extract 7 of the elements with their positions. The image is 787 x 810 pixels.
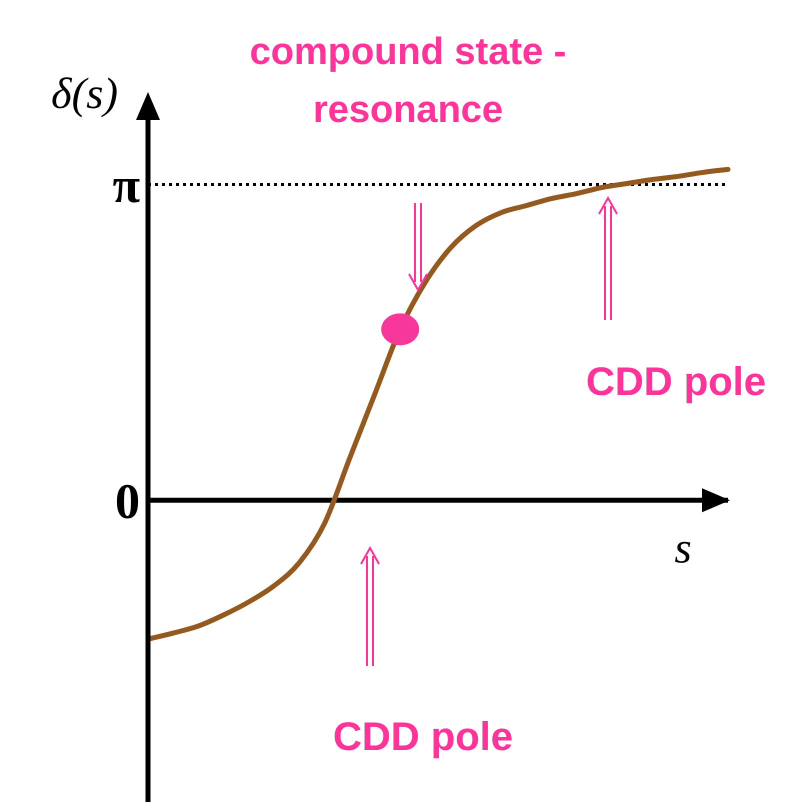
annotation: CDD pole (332, 714, 514, 761)
annotation: CDD pole (585, 359, 767, 406)
y-axis-title: δ(s) (51, 69, 118, 118)
y-tick-label: 0 (115, 473, 140, 530)
x-axis-title: s (674, 523, 692, 572)
annotation: compound state - resonance (248, 30, 568, 133)
y-tick-label: π (112, 157, 140, 214)
